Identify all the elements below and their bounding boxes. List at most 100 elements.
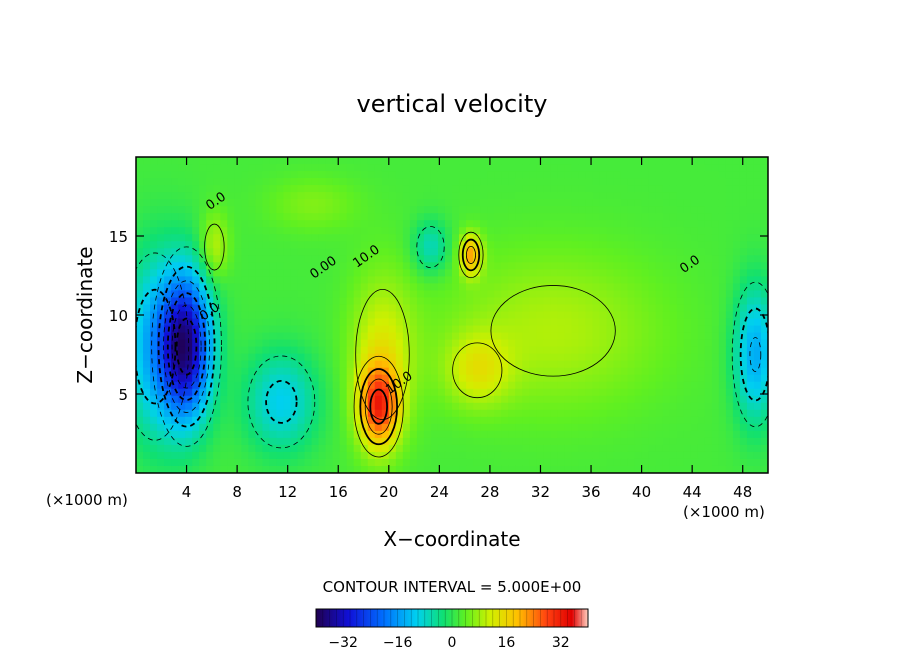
field-cell bbox=[395, 381, 404, 390]
field-cell bbox=[536, 346, 544, 355]
field-cell bbox=[332, 451, 341, 460]
field-cell bbox=[536, 395, 544, 404]
field-cell bbox=[732, 465, 741, 473]
field-cell bbox=[487, 388, 495, 397]
field-cell bbox=[480, 416, 488, 425]
field-cell bbox=[290, 241, 299, 249]
field-cell bbox=[185, 255, 193, 263]
field-cell bbox=[171, 388, 179, 397]
field-cell bbox=[585, 297, 594, 306]
field-cell bbox=[564, 458, 572, 467]
field-cell bbox=[444, 290, 453, 299]
field-cell bbox=[746, 381, 755, 390]
field-cell bbox=[332, 409, 341, 418]
field-cell bbox=[550, 248, 558, 256]
field-cell bbox=[494, 241, 502, 249]
field-cell bbox=[732, 451, 741, 460]
field-cell bbox=[508, 269, 516, 277]
field-cell bbox=[395, 318, 404, 327]
field-cell bbox=[746, 451, 755, 460]
field-cell bbox=[339, 465, 348, 473]
field-cell bbox=[255, 248, 263, 256]
y-tick-label: 15 bbox=[109, 228, 128, 246]
field-cell bbox=[227, 199, 235, 207]
field-cell bbox=[402, 353, 411, 362]
field-cell bbox=[613, 325, 622, 334]
field-cell bbox=[452, 311, 460, 320]
field-cell bbox=[290, 164, 299, 172]
field-cell bbox=[339, 248, 348, 256]
field-cell bbox=[241, 346, 249, 355]
field-cell bbox=[262, 430, 271, 439]
field-cell bbox=[367, 311, 376, 320]
field-cell bbox=[430, 283, 439, 292]
field-cell bbox=[452, 283, 460, 292]
field-cell bbox=[550, 171, 558, 179]
field-cell bbox=[178, 276, 186, 284]
field-cell bbox=[241, 416, 249, 425]
field-cell bbox=[627, 227, 636, 235]
field-cell bbox=[711, 402, 720, 411]
field-cell bbox=[753, 423, 762, 432]
field-cell bbox=[655, 360, 664, 369]
field-cell bbox=[255, 234, 263, 242]
field-cell bbox=[150, 346, 158, 355]
field-cell bbox=[459, 311, 467, 320]
field-cell bbox=[255, 220, 263, 228]
field-cell bbox=[641, 157, 650, 165]
field-cell bbox=[599, 444, 608, 453]
field-cell bbox=[704, 374, 713, 383]
field-cell bbox=[676, 234, 685, 242]
field-cell bbox=[276, 304, 285, 313]
field-cell bbox=[199, 220, 207, 228]
field-cell bbox=[213, 227, 221, 235]
field-cell bbox=[192, 192, 200, 200]
field-cell bbox=[346, 241, 355, 249]
field-cell bbox=[473, 353, 481, 362]
field-cell bbox=[585, 339, 594, 348]
field-cell bbox=[711, 416, 720, 425]
field-cell bbox=[157, 360, 165, 369]
field-cell bbox=[374, 199, 383, 207]
field-cell bbox=[711, 381, 720, 390]
field-cell bbox=[718, 451, 727, 460]
field-cell bbox=[297, 388, 306, 397]
field-cell bbox=[487, 304, 495, 313]
field-cell bbox=[480, 234, 488, 242]
field-cell bbox=[718, 409, 727, 418]
field-cell bbox=[437, 325, 446, 334]
field-cell bbox=[416, 213, 425, 221]
field-cell bbox=[641, 395, 650, 404]
field-cell bbox=[718, 262, 727, 270]
field-cell bbox=[416, 423, 425, 432]
field-cell bbox=[634, 178, 643, 186]
field-cell bbox=[416, 402, 425, 411]
y-axis-label: Z−coordinate bbox=[73, 246, 97, 383]
field-cell bbox=[374, 304, 383, 313]
field-cell bbox=[220, 164, 228, 172]
field-cell bbox=[192, 465, 200, 473]
field-cell bbox=[283, 332, 292, 341]
field-cell bbox=[676, 465, 685, 473]
field-cell bbox=[662, 262, 671, 270]
field-cell bbox=[346, 423, 355, 432]
field-cell bbox=[599, 199, 608, 207]
field-cell bbox=[283, 304, 292, 313]
field-cell bbox=[459, 269, 467, 277]
field-cell bbox=[143, 185, 151, 193]
field-cell bbox=[641, 262, 650, 270]
field-cell bbox=[543, 374, 551, 383]
field-cell bbox=[543, 220, 551, 228]
field-cell bbox=[648, 458, 657, 467]
field-cell bbox=[353, 283, 362, 292]
field-cell bbox=[571, 283, 579, 292]
field-cell bbox=[704, 192, 713, 200]
field-cell bbox=[178, 220, 186, 228]
field-cell bbox=[522, 297, 530, 306]
field-cell bbox=[325, 297, 334, 306]
field-cell bbox=[557, 213, 565, 221]
field-cell bbox=[353, 311, 362, 320]
field-cell bbox=[599, 164, 608, 172]
field-cell bbox=[346, 171, 355, 179]
field-cell bbox=[143, 283, 151, 292]
